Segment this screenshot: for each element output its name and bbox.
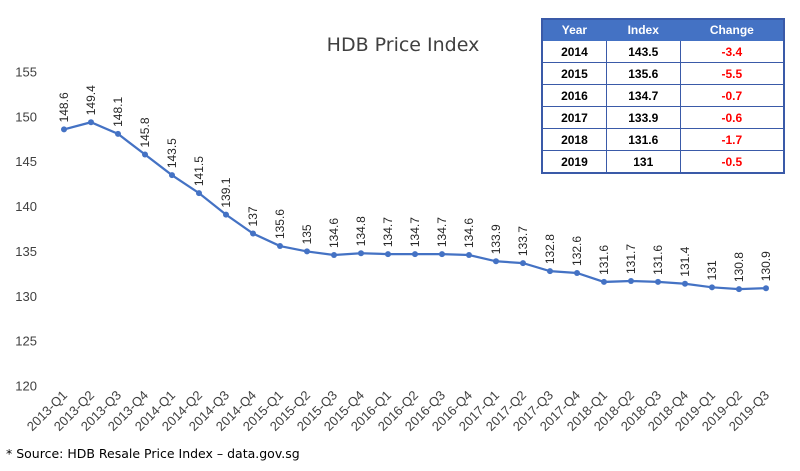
data-label: 135.6 xyxy=(273,209,287,239)
header-year: Year xyxy=(541,18,607,41)
data-label: 134.6 xyxy=(462,218,476,248)
table-row: 2017 133.9 -0.6 xyxy=(541,106,785,129)
y-tick-label: 155 xyxy=(15,65,37,80)
data-point xyxy=(709,284,715,291)
data-label: 139.1 xyxy=(219,177,233,207)
data-point xyxy=(439,251,445,258)
data-point xyxy=(466,252,472,259)
data-label: 132.8 xyxy=(543,234,557,264)
change-cell: -0.7 xyxy=(679,84,785,107)
data-label: 131.7 xyxy=(624,244,638,274)
data-label: 135 xyxy=(300,224,314,244)
change-cell: -0.5 xyxy=(679,150,785,174)
data-point xyxy=(601,278,607,285)
data-label: 148.6 xyxy=(57,92,71,122)
data-point xyxy=(169,172,175,179)
data-point xyxy=(304,248,310,255)
data-label: 132.6 xyxy=(570,236,584,266)
data-point xyxy=(520,260,526,267)
data-point xyxy=(655,278,661,285)
data-label: 131.4 xyxy=(678,246,692,276)
year-cell: 2017 xyxy=(541,106,607,129)
data-point xyxy=(277,243,283,250)
index-cell: 143.5 xyxy=(605,40,681,63)
data-point xyxy=(628,278,634,285)
data-label: 134.6 xyxy=(327,218,341,248)
table-row: 2019 131 -0.5 xyxy=(541,150,785,174)
y-tick-label: 150 xyxy=(15,109,37,124)
y-tick-label: 120 xyxy=(15,379,37,394)
data-point xyxy=(358,250,364,257)
y-tick-label: 135 xyxy=(15,244,37,259)
data-label: 134.8 xyxy=(354,216,368,246)
index-cell: 135.6 xyxy=(605,62,681,85)
chart-title: HDB Price Index xyxy=(327,34,480,56)
data-label: 134.7 xyxy=(408,217,422,247)
y-tick-label: 125 xyxy=(15,334,37,349)
data-point xyxy=(196,190,202,197)
table-header-row: Year Index Change xyxy=(541,18,785,41)
y-tick-label: 130 xyxy=(15,289,37,304)
data-label: 143.5 xyxy=(165,138,179,168)
data-label: 149.4 xyxy=(84,85,98,115)
data-point xyxy=(250,230,256,237)
data-label: 131.6 xyxy=(651,245,665,275)
table-row: 2014 143.5 -3.4 xyxy=(541,40,785,63)
data-label: 131 xyxy=(705,260,719,280)
summary-table: Year Index Change 2014 143.5 -3.4 2015 1… xyxy=(541,18,785,174)
data-label: 134.7 xyxy=(435,217,449,247)
year-cell: 2015 xyxy=(541,62,607,85)
data-point xyxy=(736,286,742,293)
year-cell: 2016 xyxy=(541,84,607,107)
data-point xyxy=(493,258,499,265)
data-labels: 148.6 149.4 148.1 145.8 143.5 141.5 139.1 137 13… xyxy=(57,85,773,282)
data-point xyxy=(88,119,94,126)
data-label: 141.5 xyxy=(192,156,206,186)
data-point xyxy=(574,269,580,276)
index-cell: 133.9 xyxy=(605,106,681,129)
data-point xyxy=(763,285,769,292)
data-point xyxy=(385,251,391,258)
data-label: 130.9 xyxy=(759,251,773,281)
change-cell: -1.7 xyxy=(679,128,785,151)
data-point xyxy=(223,211,229,218)
data-label: 133.9 xyxy=(489,224,503,254)
data-point xyxy=(142,151,148,158)
data-label: 145.8 xyxy=(138,117,152,147)
data-point xyxy=(115,130,121,137)
data-point xyxy=(547,268,553,275)
year-cell: 2019 xyxy=(541,150,607,174)
x-axis: 2013-Q12013-Q22013-Q32013-Q42014-Q12014-… xyxy=(24,388,772,434)
data-point xyxy=(331,252,337,259)
y-axis: 120 125 130 135 140 145 150 155 xyxy=(15,65,37,394)
table-row: 2015 135.6 -5.5 xyxy=(541,62,785,85)
data-label: 134.7 xyxy=(381,217,395,247)
source-note: * Source: HDB Resale Price Index – data.… xyxy=(6,446,300,461)
table-row: 2018 131.6 -1.7 xyxy=(541,128,785,151)
change-cell: -5.5 xyxy=(679,62,785,85)
data-label: 148.1 xyxy=(111,97,125,127)
data-label: 137 xyxy=(246,206,260,226)
index-cell: 131.6 xyxy=(605,128,681,151)
index-cell: 134.7 xyxy=(605,84,681,107)
data-label: 131.6 xyxy=(597,245,611,275)
y-tick-label: 145 xyxy=(15,154,37,169)
index-cell: 131 xyxy=(605,150,681,174)
year-cell: 2018 xyxy=(541,128,607,151)
data-label: 130.8 xyxy=(732,252,746,282)
y-tick-label: 140 xyxy=(15,199,37,214)
change-cell: -3.4 xyxy=(679,40,785,63)
data-point xyxy=(61,126,67,133)
header-change: Change xyxy=(679,18,785,41)
data-point xyxy=(412,251,418,258)
table-row: 2016 134.7 -0.7 xyxy=(541,84,785,107)
data-point xyxy=(682,280,688,287)
header-index: Index xyxy=(605,18,681,41)
year-cell: 2014 xyxy=(541,40,607,63)
series-markers xyxy=(61,119,769,293)
data-label: 133.7 xyxy=(516,226,530,256)
change-cell: -0.6 xyxy=(679,106,785,129)
